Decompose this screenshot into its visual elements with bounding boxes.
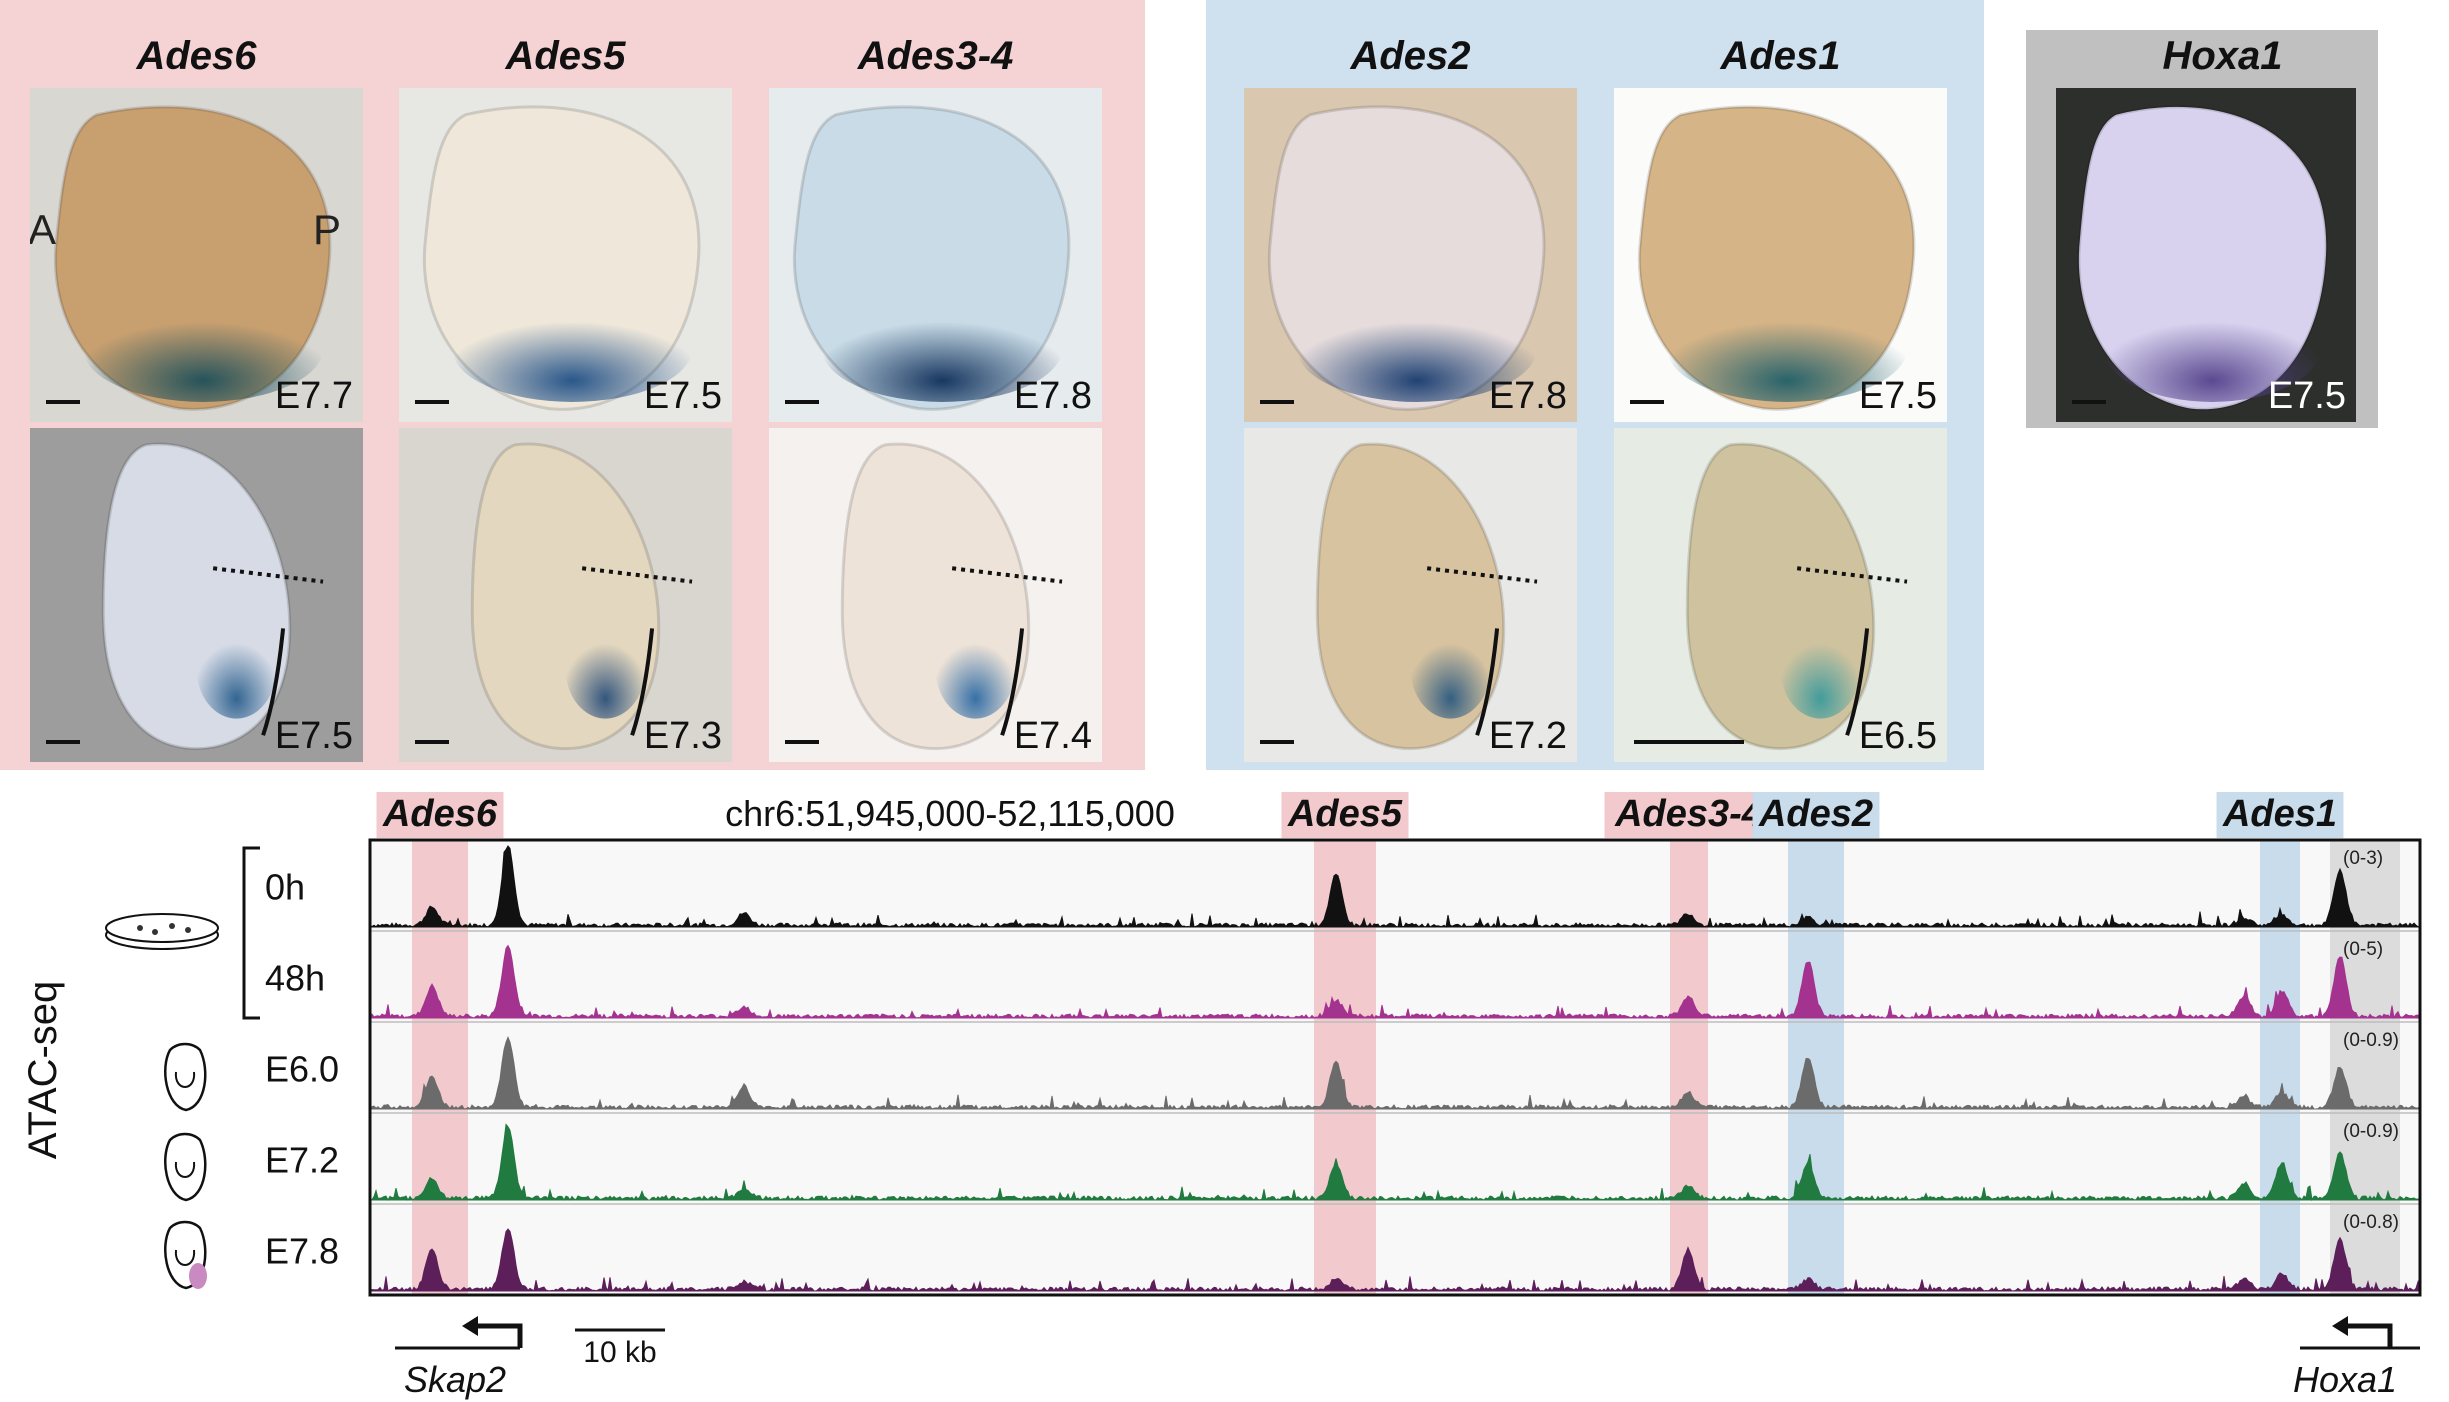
stage-label: E7.4: [1013, 715, 1092, 757]
gene-label-right: Hoxa1: [2293, 1359, 2397, 1400]
track-label: 0h: [265, 867, 305, 908]
stage-label: E7.5: [1858, 375, 1937, 417]
track-range: (0-0.9): [2343, 1030, 2399, 1051]
scale-bar: [46, 740, 80, 744]
scale-bar: [1630, 400, 1664, 404]
atac-signal-48h: [369, 944, 2421, 1020]
atac-signal-E7.8: [369, 1228, 2421, 1293]
column-header-ades5: Ades5: [505, 34, 626, 78]
region-label-bg: [2216, 792, 2344, 838]
embryo-image-ades6-bottom: E7.5: [30, 428, 363, 762]
region-shade-ades2: [1788, 840, 1844, 1295]
region-shade-ades3-4: [1670, 840, 1708, 1295]
region-shade-ades6: [412, 840, 468, 1295]
in-vitro-bracket: [242, 846, 260, 1020]
stage-label: E7.5: [643, 375, 722, 417]
track-label: 48h: [265, 958, 325, 999]
track-area-background: [370, 840, 2420, 1295]
region-label-bg: [1752, 792, 1880, 838]
region-label-bg: [376, 792, 504, 838]
track-label: E7.2: [265, 1140, 339, 1181]
scale-bar: [1260, 400, 1294, 404]
embryo-icon-e7-8: [164, 1220, 207, 1290]
posterior-label: P: [313, 206, 342, 253]
stage-label: E7.2: [1488, 715, 1567, 757]
track-frame: [368, 838, 2422, 1297]
stage-label: E6.5: [1858, 715, 1937, 757]
track-range: (0-3): [2343, 848, 2383, 869]
skap2-tss-arrow: [478, 1323, 523, 1348]
region-label-ades5: Ades5: [1287, 793, 1403, 835]
embryo-image-ades1-top: E7.5: [1614, 88, 1947, 422]
embryo-image-ades2-bottom: E7.2: [1244, 428, 1577, 762]
track-range: (0-0.8): [2343, 1212, 2399, 1233]
scale-bar: [415, 740, 449, 744]
stage-label: E7.5: [2267, 375, 2346, 417]
region-label-bg: [1281, 792, 1409, 838]
column-header-ades2: Ades2: [1350, 34, 1471, 78]
region-label-ades2: Ades2: [1758, 793, 1873, 835]
stage-label: E7.7: [274, 375, 353, 417]
scale-bar: [46, 400, 80, 404]
stage-label: E7.8: [1488, 375, 1567, 417]
assay-label: ATAC-seq: [21, 981, 65, 1160]
column-header-hoxa1: Hoxa1: [2162, 34, 2283, 78]
column-header-ades1: Ades1: [1720, 34, 1841, 78]
region-label-ades1: Ades1: [2222, 793, 2337, 835]
scale-bar: [1260, 740, 1294, 744]
track-range: (0-5): [2343, 939, 2383, 960]
region-label-bg: [1604, 792, 1774, 838]
atac-signal-E7.2: [369, 1123, 2421, 1202]
scale-bar: [2072, 400, 2106, 404]
embryo-image-ades3-4-top: E7.8: [769, 88, 1102, 422]
scale-bar: [785, 400, 819, 404]
atac-signal-E6.0: [369, 1036, 2421, 1111]
scale-bar: [415, 400, 449, 404]
track-label: E6.0: [265, 1049, 339, 1090]
stage-label: E7.5: [274, 715, 353, 757]
stage-label: E7.3: [643, 715, 722, 757]
hoxa1-tss-arrow: [2348, 1323, 2393, 1348]
embryo-image-ades5-bottom: E7.3: [399, 428, 732, 762]
embryo-image-ades3-4-bottom: E7.4: [769, 428, 1102, 762]
region-label-ades6: Ades6: [382, 793, 498, 835]
anterior-label: A: [30, 206, 57, 253]
track-range: (0-0.9): [2343, 1121, 2399, 1142]
genomic-coordinates: chr6:51,945,000-52,115,000: [725, 793, 1175, 834]
stage-label: E7.8: [1013, 375, 1092, 417]
column-header-ades6: Ades6: [136, 34, 257, 78]
embryo-image-hoxa1-top: E7.5: [2056, 88, 2356, 422]
region-label-ades3-4: Ades3-4: [1614, 793, 1763, 835]
culture-dish-icon: [105, 913, 219, 950]
embryo-icon-e6: [164, 1042, 207, 1112]
track-label: E7.8: [265, 1231, 339, 1272]
embryo-image-ades2-top: E7.8: [1244, 88, 1577, 422]
atac-signal-0h: [369, 845, 2421, 929]
embryo-icon-e7-2: [164, 1132, 207, 1202]
embryo-image-ades1-bottom: E6.5: [1614, 428, 1947, 762]
embryo-image-ades6-top: E7.7 A P: [30, 88, 363, 422]
scale-bar: [1634, 740, 1744, 744]
embryo-image-ades5-top: E7.5: [399, 88, 732, 422]
scale-label: 10 kb: [583, 1336, 656, 1369]
scale-bar: [785, 740, 819, 744]
column-header-ades3-4: Ades3-4: [857, 34, 1014, 78]
gene-label-left: Skap2: [404, 1359, 506, 1400]
